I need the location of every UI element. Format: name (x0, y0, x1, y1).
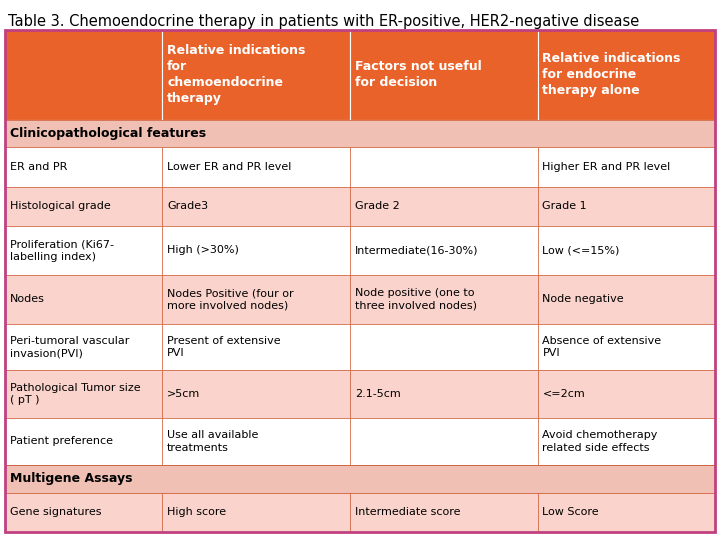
Bar (5, 275, 162, 324)
Text: Lower ER and PR level: Lower ER and PR level (167, 162, 292, 172)
Bar (5, 370, 162, 417)
Text: Nodes Positive (four or
more involved nodes): Nodes Positive (four or more involved no… (167, 288, 294, 310)
Bar (5, 465, 715, 492)
Text: Use all available
treatments: Use all available treatments (167, 430, 258, 453)
Bar (5, 417, 162, 465)
Text: Grade 1: Grade 1 (542, 201, 587, 211)
Text: Node negative: Node negative (542, 294, 624, 305)
Text: Proliferation (Ki67-
labelling index): Proliferation (Ki67- labelling index) (10, 239, 114, 261)
Bar (350, 417, 538, 465)
Bar (538, 417, 715, 465)
Bar (162, 30, 350, 119)
Text: Gene signatures: Gene signatures (10, 508, 102, 517)
Text: Node positive (one to
three involved nodes): Node positive (one to three involved nod… (355, 288, 477, 310)
Bar (350, 147, 538, 186)
Text: Multigene Assays: Multigene Assays (10, 472, 132, 485)
Bar (538, 147, 715, 186)
Bar (5, 226, 162, 275)
Bar (350, 370, 538, 417)
Bar (162, 324, 350, 370)
Bar (538, 30, 715, 119)
Bar (162, 275, 350, 324)
Text: Factors not useful
for decision: Factors not useful for decision (355, 60, 482, 89)
Bar (162, 492, 350, 532)
Text: High (>30%): High (>30%) (167, 245, 239, 255)
Bar (162, 417, 350, 465)
Text: Pathological Tumor size
( pT ): Pathological Tumor size ( pT ) (10, 383, 140, 405)
Text: High score: High score (167, 508, 226, 517)
Text: Present of extensive
PVI: Present of extensive PVI (167, 336, 281, 359)
Text: Avoid chemotherapy
related side effects: Avoid chemotherapy related side effects (542, 430, 658, 453)
Text: Higher ER and PR level: Higher ER and PR level (542, 162, 671, 172)
Text: Table 3. Chemoendocrine therapy in patients with ER-positive, HER2-negative dise: Table 3. Chemoendocrine therapy in patie… (8, 14, 639, 29)
Text: Histological grade: Histological grade (10, 201, 111, 211)
Bar (538, 492, 715, 532)
Text: 2.1-5cm: 2.1-5cm (355, 389, 400, 399)
Text: ER and PR: ER and PR (10, 162, 68, 172)
Bar (350, 324, 538, 370)
Text: <=2cm: <=2cm (542, 389, 585, 399)
Bar (538, 186, 715, 226)
Bar (5, 147, 162, 186)
Text: Clinicopathological features: Clinicopathological features (10, 127, 206, 140)
Bar (5, 186, 162, 226)
Bar (538, 370, 715, 417)
Bar (538, 226, 715, 275)
Text: Relative indications
for
chemoendocrine
therapy: Relative indications for chemoendocrine … (167, 44, 305, 105)
Bar (162, 370, 350, 417)
Bar (350, 186, 538, 226)
Text: Intermediate(16-30%): Intermediate(16-30%) (355, 245, 478, 255)
Bar (5, 119, 715, 147)
Bar (350, 492, 538, 532)
Bar (5, 492, 162, 532)
Text: Low (<=15%): Low (<=15%) (542, 245, 620, 255)
Bar (162, 186, 350, 226)
Bar (350, 226, 538, 275)
Bar (350, 30, 538, 119)
Text: Intermediate score: Intermediate score (355, 508, 460, 517)
Bar (162, 147, 350, 186)
Text: Nodes: Nodes (10, 294, 45, 305)
Text: Peri-tumoral vascular
invasion(PVI): Peri-tumoral vascular invasion(PVI) (10, 336, 130, 359)
Bar (5, 30, 162, 119)
Text: Relative indications
for endocrine
therapy alone: Relative indications for endocrine thera… (542, 52, 681, 97)
Text: Low Score: Low Score (542, 508, 599, 517)
Bar (538, 324, 715, 370)
Text: Grade 2: Grade 2 (355, 201, 400, 211)
Text: Grade3: Grade3 (167, 201, 208, 211)
Bar (162, 226, 350, 275)
Text: Patient preference: Patient preference (10, 436, 113, 446)
Bar (538, 275, 715, 324)
Bar (5, 324, 162, 370)
Bar (350, 275, 538, 324)
Text: >5cm: >5cm (167, 389, 200, 399)
Text: Absence of extensive
PVI: Absence of extensive PVI (542, 336, 662, 359)
